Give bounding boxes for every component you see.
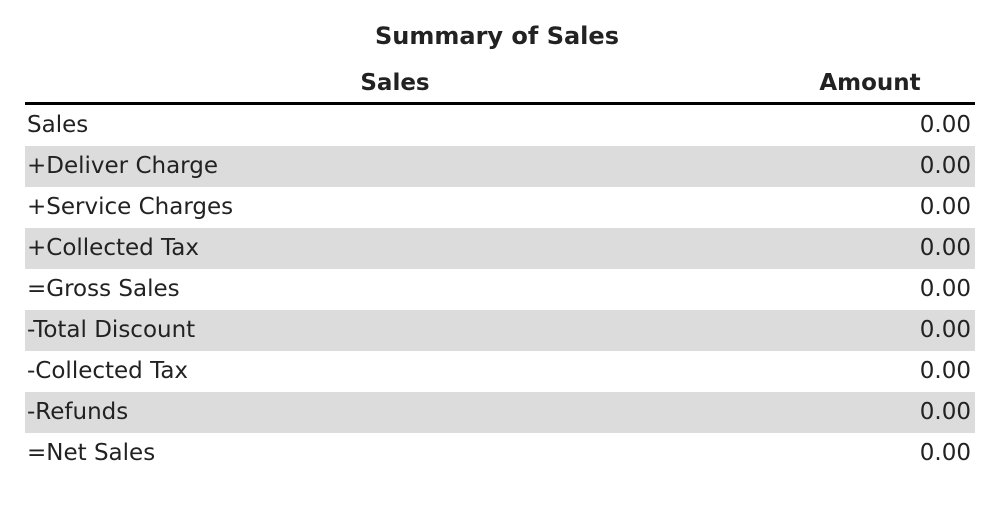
column-header: Amount <box>765 64 975 105</box>
table-row: +Service Charges 0.00 <box>25 187 975 228</box>
amount-cell: 0.00 <box>919 276 971 302</box>
table-row: -Refunds 0.00 <box>25 392 975 433</box>
row-label: =Net Sales <box>27 440 156 466</box>
sales-table: Sales Amount Sales 0.00 +Deliver Charge 0.0… <box>25 64 975 474</box>
table-row: -Total Discount 0.00 <box>25 310 975 351</box>
amount-cell: 0.00 <box>919 112 971 138</box>
row-label: -Refunds <box>25 392 765 433</box>
table-row: +Collected Tax 0.00 <box>25 228 975 269</box>
table-row: Sales 0.00 <box>25 104 975 147</box>
amount-cell: 0.00 <box>919 440 971 466</box>
table-row: =Net Sales 0.00 <box>25 433 975 474</box>
table-row: =Gross Sales 0.00 <box>25 269 975 310</box>
amount-cell: 0.00 <box>919 194 971 220</box>
amount-cell: 0.00 <box>765 310 975 351</box>
table-body: Sales 0.00 +Deliver Charge 0.00 +Service Cha… <box>25 104 975 475</box>
amount-cell: 0.00 <box>765 392 975 433</box>
table-head: Sales Amount <box>25 64 975 105</box>
row-label: Sales <box>27 112 89 138</box>
table-row: +Deliver Charge 0.00 <box>25 146 975 187</box>
row-label: +Deliver Charge <box>25 146 765 187</box>
amount-cell: 0.00 <box>765 146 975 187</box>
row-label: -Collected Tax <box>27 358 189 384</box>
report-title: Summary of Sales <box>375 22 619 50</box>
table-row: -Collected Tax 0.00 <box>25 351 975 392</box>
row-label: =Gross Sales <box>27 276 180 302</box>
row-label: -Total Discount <box>25 310 765 351</box>
header-row: Sales Amount <box>25 64 975 105</box>
column-header: Sales <box>25 64 765 105</box>
amount-cell: 0.00 <box>919 358 971 384</box>
amount-cell: 0.00 <box>765 228 975 269</box>
row-label: +Service Charges <box>27 194 234 220</box>
row-label: +Collected Tax <box>25 228 765 269</box>
